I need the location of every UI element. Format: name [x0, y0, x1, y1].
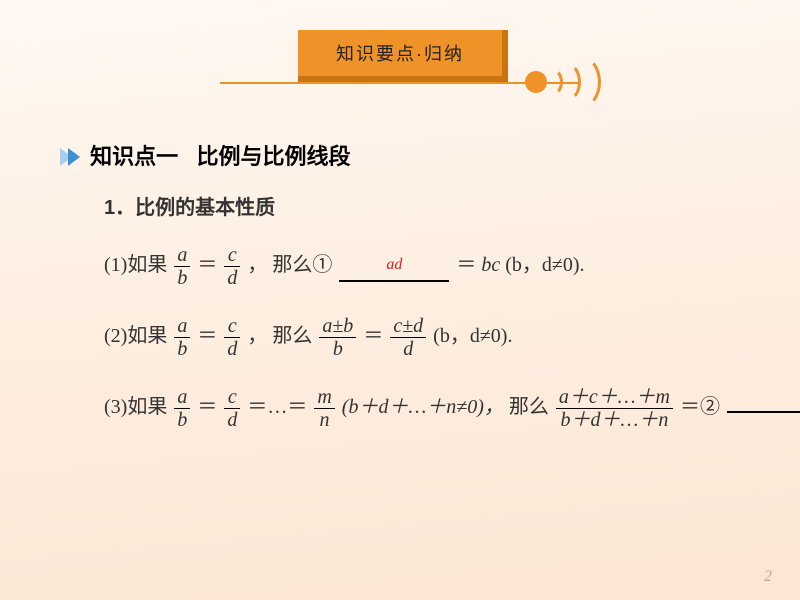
section-heading: 知识点一 比例与比例线段: [60, 140, 740, 175]
heading-title: 比例与比例线段: [196, 144, 350, 169]
p1-taileq: ＝: [456, 254, 476, 276]
p1-label: (1)如果: [104, 254, 167, 276]
item-1: (1)如果 a b ＝ c d ， 那么① ad ＝ bc (b，d≠0).: [104, 245, 740, 288]
heading-prefix: 知识点一: [90, 144, 178, 169]
p2-then: 那么: [272, 325, 312, 347]
p3-cond1: (b＋d＋…＋n≠0)，: [342, 396, 504, 418]
banner: 知识要点·归纳: [298, 30, 502, 76]
answer-1: ad: [386, 256, 402, 273]
p1-cond: (b，d≠0).: [505, 254, 584, 276]
frac-cpmd-over-d: c±d d: [390, 316, 426, 359]
p2-eq: ＝: [197, 325, 217, 347]
blank-2: [727, 411, 800, 413]
subtitle: 1．比例的基本性质: [104, 193, 740, 223]
p1-rhs: bc: [481, 254, 500, 276]
p2-label: (2)如果: [104, 325, 167, 347]
p3-eq2: ＝…＝: [247, 396, 307, 418]
banner-wrap: 知识要点·归纳: [298, 30, 502, 76]
chevron-icon: [60, 142, 80, 175]
frac-a-over-b-2: a b: [174, 316, 190, 359]
speaker-icon: [525, 56, 601, 108]
p2-mideq: ＝: [363, 325, 383, 347]
frac-m-over-n: m n: [314, 387, 334, 430]
frac-long: a＋c＋…＋m b＋d＋…＋n: [556, 387, 673, 430]
p1-eq: ＝: [197, 254, 217, 276]
p2-comma: ，: [247, 325, 267, 347]
item-3: (3)如果 a b ＝ c d ＝…＝ m n (b＋d＋…＋n≠0)， 那么 …: [104, 387, 740, 430]
p3-label: (3)如果: [104, 396, 167, 418]
p1-comma: ，: [247, 254, 267, 276]
p3-then: 那么: [509, 396, 549, 418]
blank-1: ad: [339, 250, 449, 282]
frac-apmb-over-b: a±b b: [319, 316, 356, 359]
frac-c-over-d-2: c d: [224, 316, 240, 359]
p1-then: 那么①: [272, 254, 332, 276]
item-2: (2)如果 a b ＝ c d ， 那么 a±b b ＝ c±d d (b，d≠…: [104, 316, 740, 359]
frac-c-over-d-3: c d: [224, 387, 240, 430]
page-number: 2: [764, 568, 772, 586]
content: 知识点一 比例与比例线段 1．比例的基本性质 (1)如果 a b ＝ c d ，…: [60, 140, 740, 458]
p2-cond: (b，d≠0).: [433, 325, 512, 347]
frac-c-over-d: c d: [224, 245, 240, 288]
frac-a-over-b: a b: [174, 245, 190, 288]
frac-a-over-b-3: a b: [174, 387, 190, 430]
p3-eq3: ＝②: [680, 396, 720, 418]
p3-eq1: ＝: [197, 396, 217, 418]
